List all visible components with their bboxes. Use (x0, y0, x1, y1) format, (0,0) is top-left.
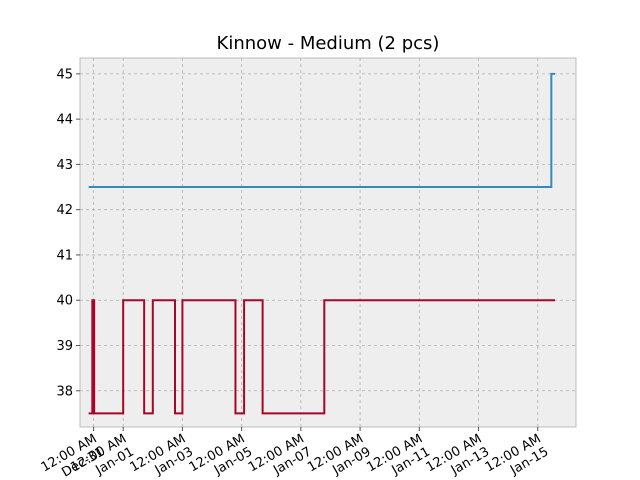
y-tick-label: 44 (56, 113, 73, 128)
x-tick-label: 12:00 AMJan-09 (305, 431, 373, 480)
x-tick-label: 12:00 AMJan-03 (127, 431, 195, 480)
y-axis: 38 39 40 41 42 43 44 45 (56, 67, 80, 399)
y-tick-label: 40 (56, 294, 73, 309)
x-tick-label: 12:00 AMJan-05 (187, 431, 255, 480)
y-tick-label: 39 (56, 339, 73, 354)
series-line-1 (88, 72, 556, 189)
x-tick-label: 12:00 AMJan-07 (246, 431, 314, 480)
y-tick-label: 41 (56, 248, 73, 263)
x-tick-label: 12:00 AMJan-11 (364, 431, 432, 480)
y-tick-label: 42 (56, 203, 73, 218)
y-tick-label: 45 (56, 67, 73, 82)
x-tick-label: 12:00 AMJan-15 (483, 431, 551, 480)
series-line-2 (88, 299, 556, 415)
y-tick-label: 38 (56, 384, 73, 399)
x-tick-label: 12:00 AMJan-13 (424, 431, 492, 480)
plot-area (79, 57, 577, 428)
y-tick-label: 43 (56, 158, 73, 173)
series-layer (88, 72, 556, 415)
chart-title: Kinnow - Medium (2 pcs) (217, 33, 440, 54)
